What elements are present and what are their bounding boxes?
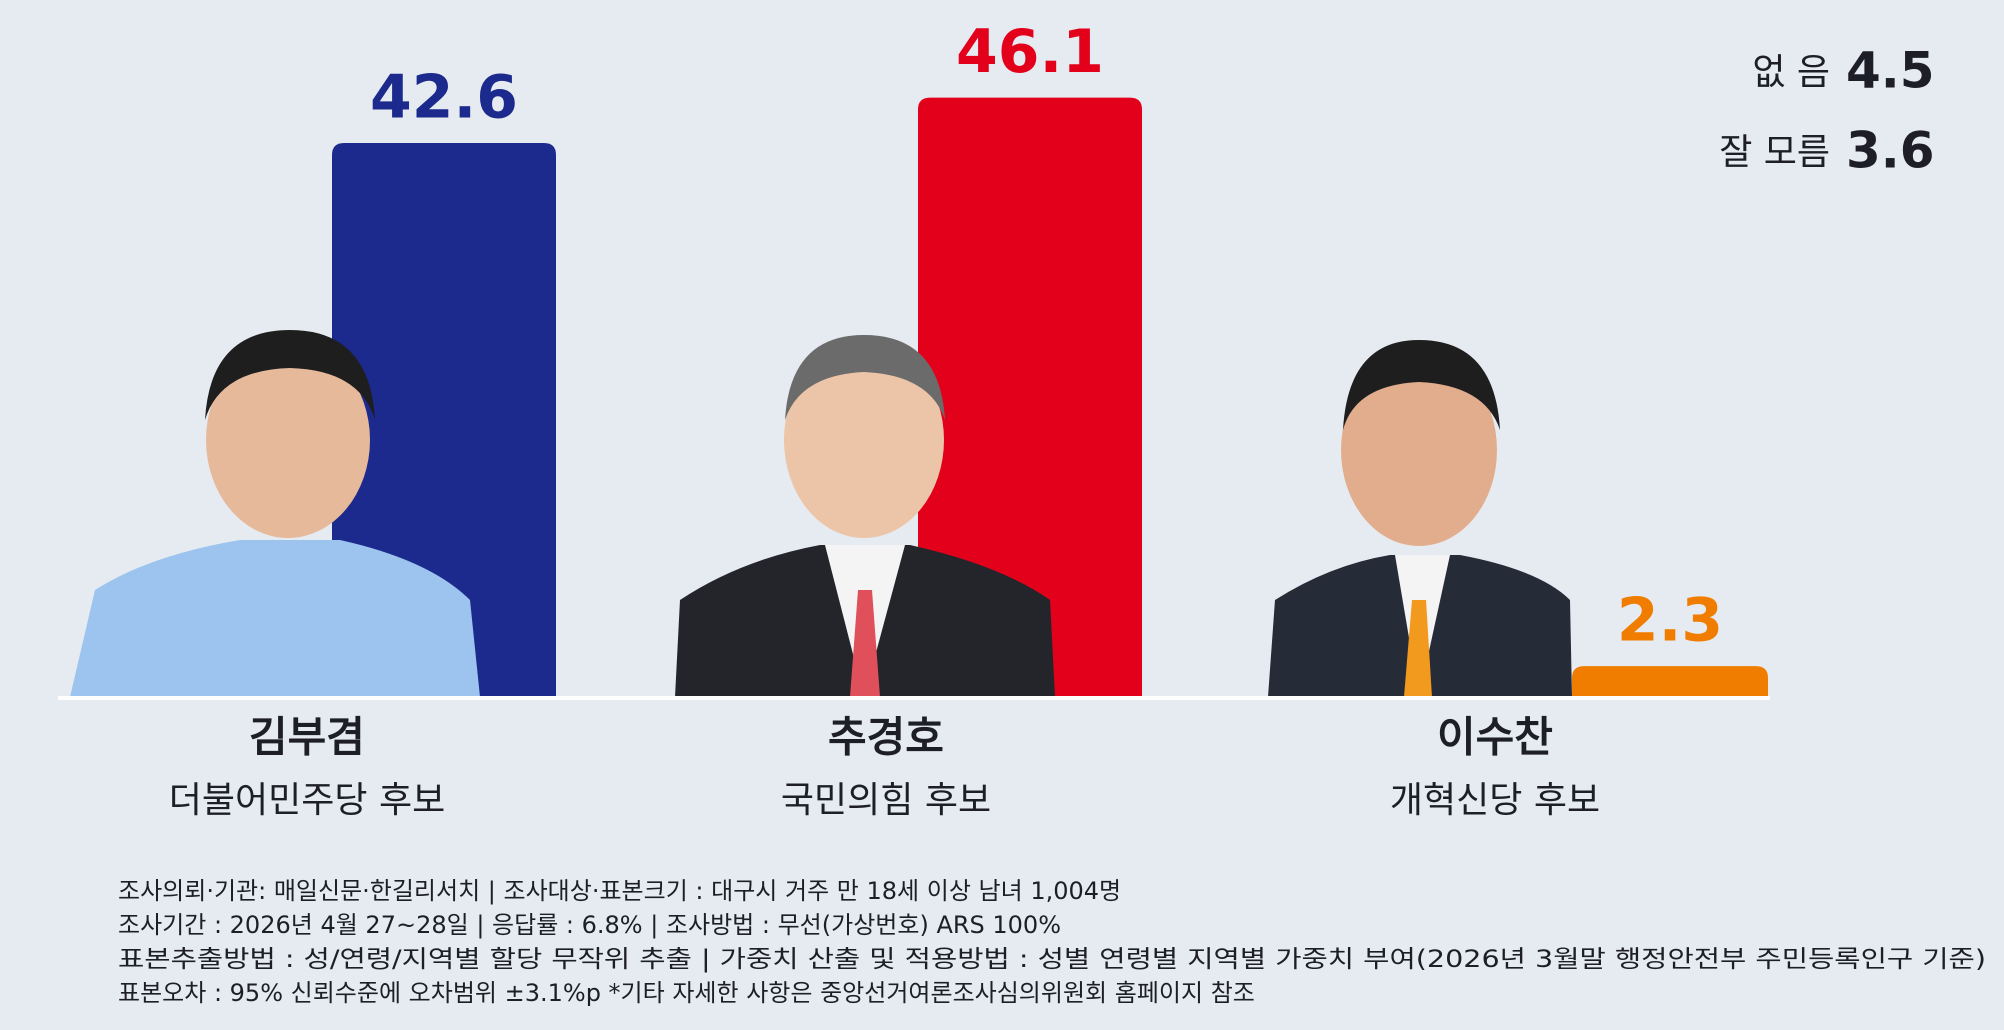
candidate-photo [70, 330, 480, 697]
value-label: 46.1 [956, 17, 1104, 87]
footnote: 조사기간 : 2026년 4월 27~28일 | 응답률 : 6.8% | 조사… [118, 911, 1061, 939]
other-value: 3.6 [1846, 122, 1935, 180]
footnote: 표본오차 : 95% 신뢰수준에 오차범위 ±3.1%p *기타 자세한 사항은… [118, 979, 1255, 1007]
candidate-name: 이수찬 [1437, 713, 1553, 762]
other-label: 잘 모름 [1719, 132, 1830, 173]
footnote: 조사의뢰·기관: 매일신문·한길리서치 | 조사대상·표본크기 : 대구시 거주… [118, 877, 1121, 905]
candidate-photo [1268, 340, 1572, 697]
candidate-name: 추경호 [828, 713, 944, 762]
bar [918, 97, 1142, 696]
candidate-party: 더불어민주당 후보 [169, 780, 445, 821]
footnote: 표본추출방법 : 성/연령/지역별 할당 무작위 추출 | 가중치 산출 및 적… [118, 945, 1986, 973]
other-value: 4.5 [1846, 42, 1935, 100]
candidate-photo [675, 335, 1055, 697]
bar [1572, 666, 1768, 696]
candidate-name: 김부겸 [249, 713, 365, 762]
other-label: 없 음 [1752, 52, 1830, 93]
value-label: 42.6 [370, 63, 518, 133]
value-label: 2.3 [1617, 586, 1723, 656]
candidate-party: 국민의힘 후보 [781, 780, 991, 821]
candidate-party: 개혁신당 후보 [1390, 780, 1600, 821]
